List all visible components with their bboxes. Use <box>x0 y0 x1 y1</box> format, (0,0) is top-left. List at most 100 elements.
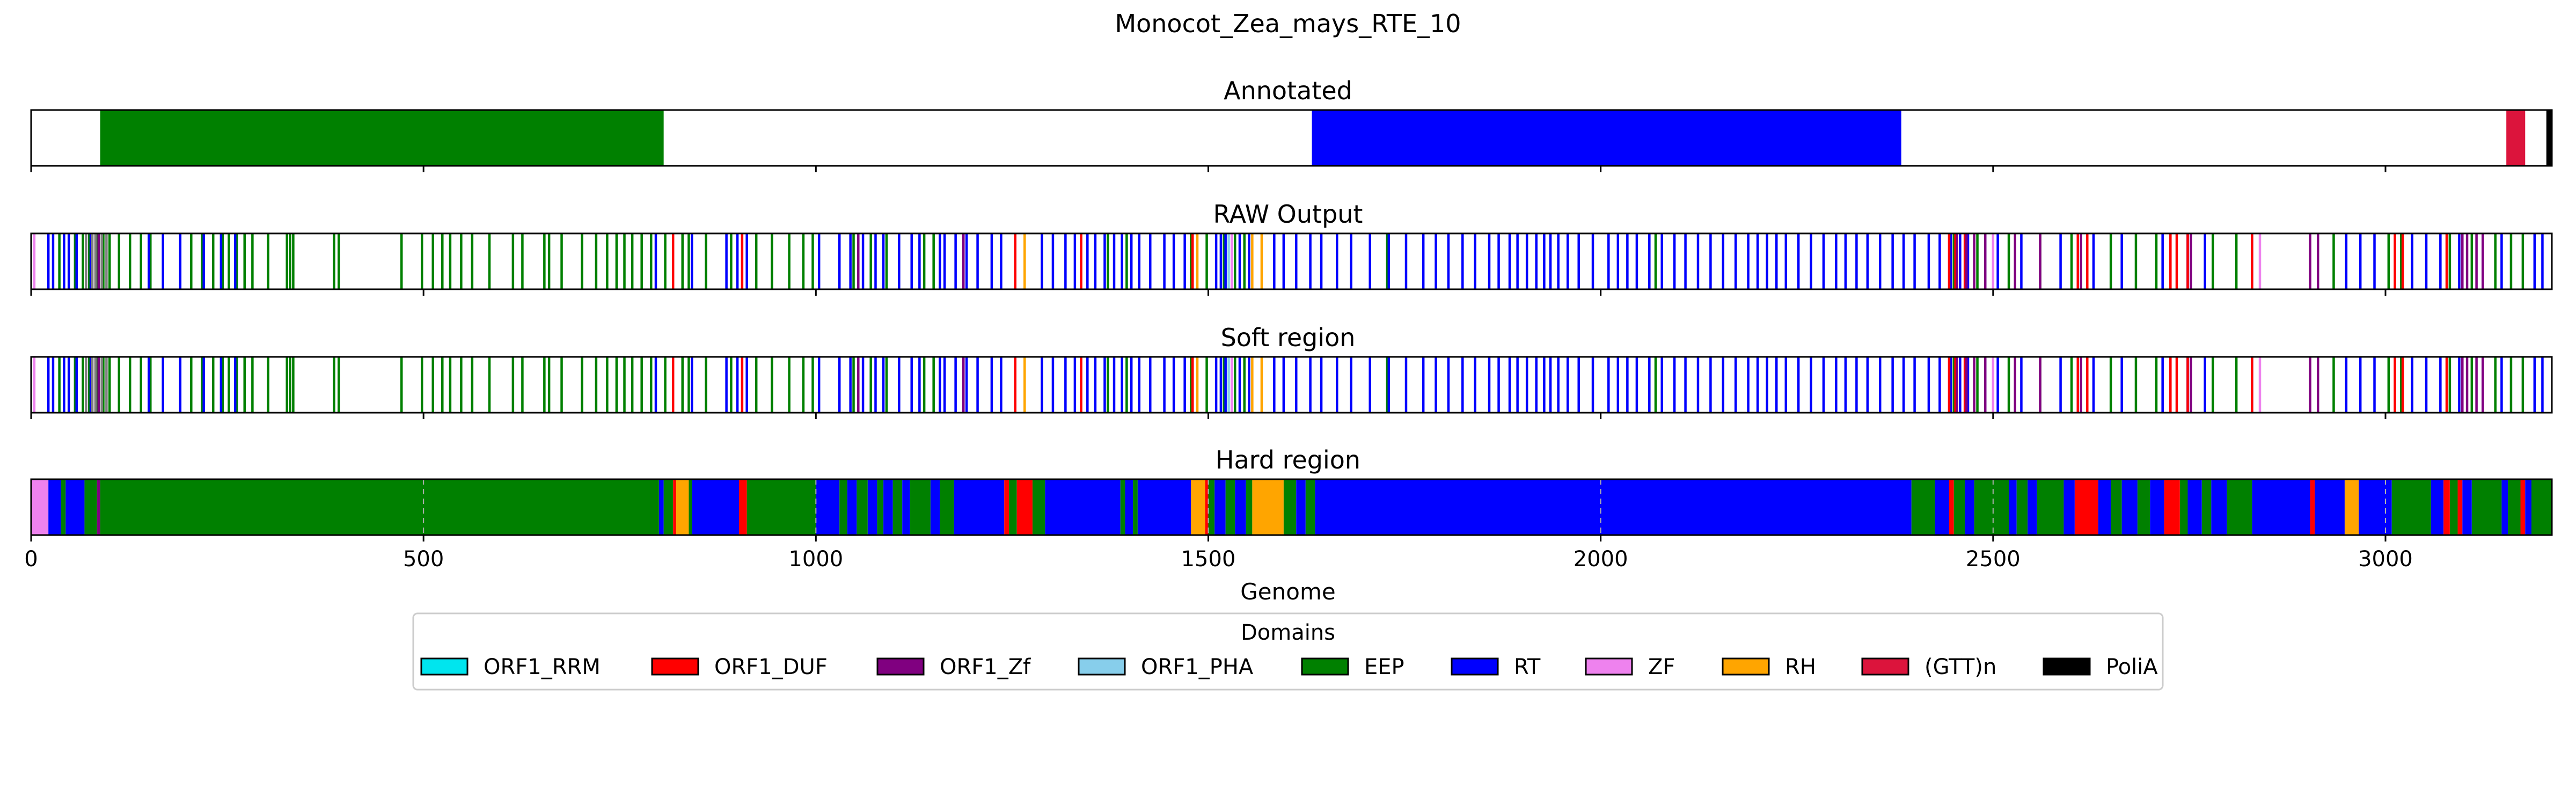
legend-item: (GTT)n <box>1861 655 1996 679</box>
legend-swatch <box>1722 657 1770 676</box>
domain-segment <box>2315 479 2345 535</box>
domain-segment <box>2111 479 2122 535</box>
legend-label: PoliA <box>2106 655 2158 679</box>
domain-segment <box>97 479 100 535</box>
domain-segment <box>1283 479 1297 535</box>
domain-segment <box>1911 479 1935 535</box>
domain-segment <box>1315 479 1912 535</box>
domain-segment <box>1045 479 1121 535</box>
domain-segment <box>2443 479 2450 535</box>
legend-swatch <box>1301 657 1349 676</box>
domain-segment <box>2525 479 2531 535</box>
x-tick-label: 500 <box>403 547 444 572</box>
domain-segment <box>2310 479 2315 535</box>
track-background <box>31 357 2552 413</box>
domain-segment <box>2449 479 2458 535</box>
track-frame <box>30 232 2553 290</box>
domain-segment <box>48 479 61 535</box>
track-frame <box>30 478 2553 536</box>
domain-segment <box>2028 479 2037 535</box>
x-axis-label: Genome <box>1240 579 1335 605</box>
legend-label: (GTT)n <box>1924 655 1996 679</box>
domain-segment <box>2546 110 2552 166</box>
domain-segment <box>1225 479 1235 535</box>
legend-swatch <box>420 657 469 676</box>
track-title: RAW Output <box>1213 200 1363 229</box>
track-panel: RAW Output <box>30 200 2553 296</box>
track-frame <box>30 356 2553 414</box>
legend-item: RT <box>1451 655 1541 679</box>
domain-segment <box>2164 479 2180 535</box>
domain-segment <box>1974 479 2009 535</box>
domain-segment <box>2462 479 2472 535</box>
legend-item: ORF1_PHA <box>1078 655 1254 679</box>
domain-segment <box>1935 479 1949 535</box>
domain-segment <box>2098 479 2111 535</box>
legend-label: RH <box>1785 655 1816 679</box>
domain-segment <box>2016 479 2028 535</box>
x-axis: 0 500 1000 1500 2000 2500 3000 <box>24 547 2413 572</box>
legend-label: ORF1_RRM <box>484 655 601 679</box>
legend-title: Domains <box>1241 620 1335 645</box>
domain-segment <box>1246 479 1253 535</box>
x-tick-label: 0 <box>24 547 38 572</box>
domain-segment <box>61 479 66 535</box>
domain-segment <box>1235 479 1246 535</box>
domain-segment <box>1312 110 1901 166</box>
x-tick-label: 1500 <box>1181 547 1236 572</box>
legend-swatch <box>1585 657 1633 676</box>
domain-segment <box>1205 479 1209 535</box>
domain-segment <box>2179 479 2188 535</box>
domain-segment <box>2359 479 2392 535</box>
domain-segment <box>2344 479 2359 535</box>
x-tick-label: 2500 <box>1966 547 2021 572</box>
domain-segment <box>1032 479 1045 535</box>
domain-segment <box>1133 479 1138 535</box>
x-tick-label: 3000 <box>2358 547 2413 572</box>
domain-segment <box>663 479 674 535</box>
domain-segment <box>847 479 857 535</box>
domain-segment <box>2471 479 2502 535</box>
x-tick-label: 1000 <box>788 547 843 572</box>
domain-segment <box>2501 479 2508 535</box>
domain-segment <box>2201 479 2212 535</box>
legend-items: ORF1_RRM ORF1_DUF ORF1_Zf ORF1_PHA EEP RT ZF RH… <box>420 655 2158 679</box>
domain-segment <box>1016 479 1033 535</box>
legend-swatch <box>1078 657 1126 676</box>
domain-segment <box>2137 479 2150 535</box>
legend-item: RH <box>1722 655 1816 679</box>
domain-segment <box>2121 479 2138 535</box>
domain-segment <box>658 479 664 535</box>
domain-segment <box>2227 479 2252 535</box>
legend-swatch <box>876 657 925 676</box>
legend-swatch <box>1451 657 1499 676</box>
domain-segment <box>1009 479 1017 535</box>
legend-label: RT <box>1514 655 1541 679</box>
domain-segment <box>883 479 893 535</box>
domain-segment <box>892 479 903 535</box>
domain-segment <box>867 479 877 535</box>
domain-segment <box>2009 479 2017 535</box>
legend-item: ORF1_Zf <box>876 655 1031 679</box>
domain-segment <box>940 479 954 535</box>
domain-segment <box>747 479 816 535</box>
domain-segment <box>1305 479 1315 535</box>
domain-segment <box>2531 479 2552 535</box>
domain-segment <box>1208 479 1215 535</box>
domain-segment <box>1214 479 1226 535</box>
domain-segment <box>84 479 97 535</box>
domain-segment <box>2063 479 2075 535</box>
domain-segment <box>739 479 747 535</box>
domain-segment <box>2457 479 2463 535</box>
track-title: Soft region <box>1221 323 1356 352</box>
domain-segment <box>676 479 689 535</box>
domain-segment <box>954 479 1005 535</box>
x-tick-label: 2000 <box>1574 547 1628 572</box>
domain-segment <box>31 479 49 535</box>
domain-segment <box>839 479 847 535</box>
legend-swatch <box>1861 657 1909 676</box>
domain-segment <box>2431 479 2444 535</box>
legend-label: ZF <box>1648 655 1675 679</box>
track-title: Hard region <box>1216 445 1360 474</box>
